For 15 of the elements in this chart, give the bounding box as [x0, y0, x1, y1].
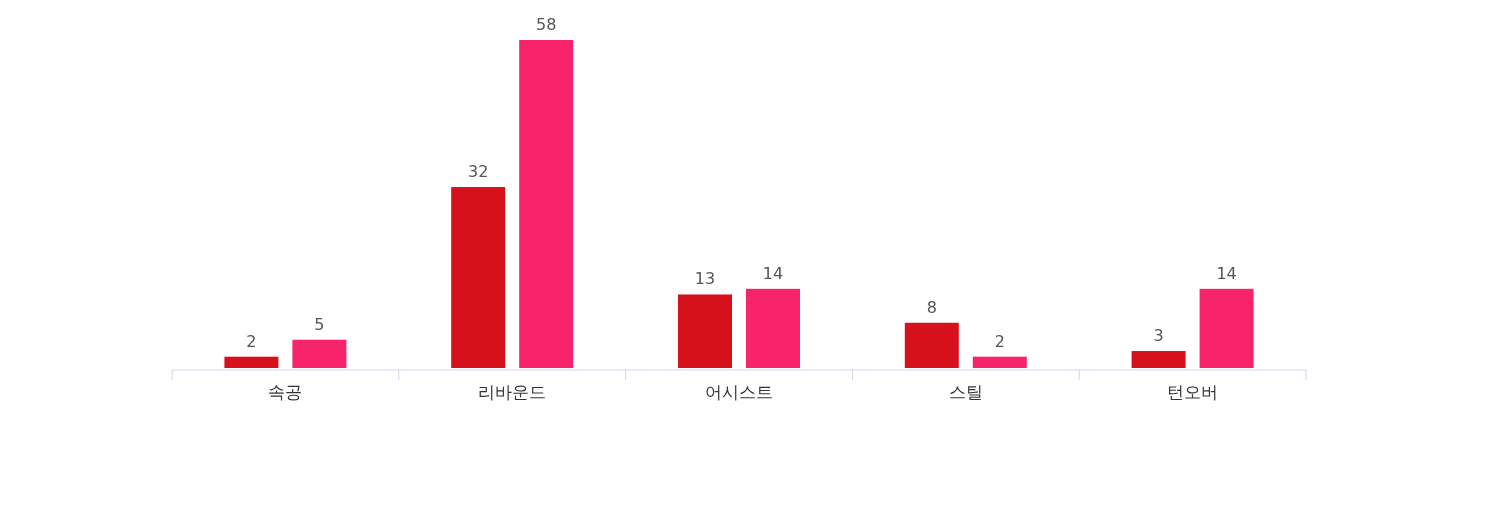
- x-tick-label: 리바운드: [478, 382, 547, 402]
- x-tick-label: 스틸: [948, 382, 983, 402]
- data-label: 32: [468, 162, 489, 182]
- x-tick-label: 속공: [268, 382, 303, 402]
- data-label: 14: [762, 263, 784, 283]
- x-tick-label: 턴오버: [1167, 382, 1219, 402]
- data-label: 13: [694, 269, 716, 289]
- data-label: 14: [1216, 263, 1237, 283]
- data-label: 58: [536, 15, 557, 34]
- data-label: 3: [1153, 326, 1164, 346]
- data-label: 5: [314, 314, 325, 334]
- data-label: 2: [246, 331, 257, 351]
- x-tick-label: 어시스트: [705, 382, 773, 402]
- data-label: 8: [926, 297, 937, 317]
- data-label: 2: [994, 331, 1005, 351]
